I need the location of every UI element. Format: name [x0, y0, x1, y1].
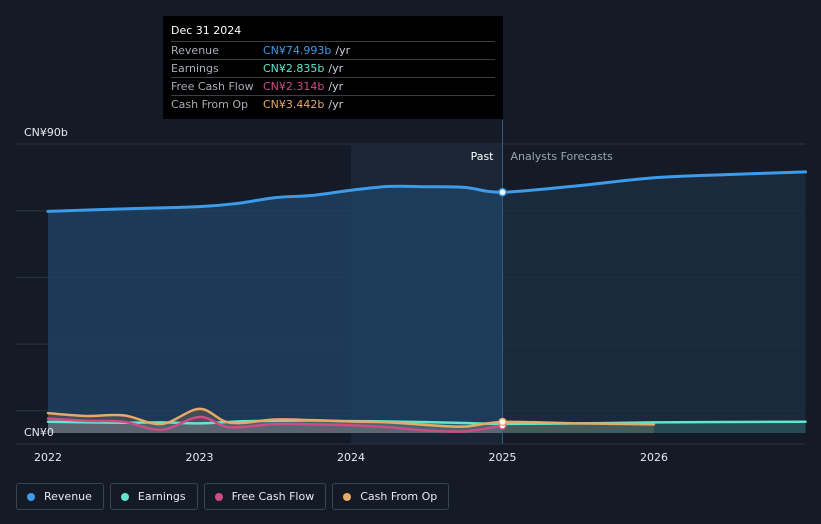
tooltip-date: Dec 31 2024	[171, 23, 495, 42]
tooltip-row-earnings: Earnings CN¥2.835b /yr	[171, 60, 495, 78]
legend: Revenue Earnings Free Cash Flow Cash Fro…	[16, 483, 450, 510]
series-line-revenue	[46, 170, 807, 213]
series-lines	[46, 170, 807, 433]
legend-item-revenue[interactable]: Revenue	[16, 483, 104, 510]
revenue-area	[48, 171, 806, 434]
cash-from-op-dot-icon	[343, 492, 352, 501]
tooltip-row-free-cash-flow: Free Cash Flow CN¥2.314b /yr	[171, 78, 495, 96]
x-tick-label: 2026	[640, 451, 668, 464]
legend-item-earnings[interactable]: Earnings	[109, 483, 198, 510]
legend-label: Free Cash Flow	[231, 490, 315, 503]
tooltip-row-cash-from-op: Cash From Op CN¥3.442b /yr	[171, 96, 495, 113]
axis-labels: CN¥90b CN¥0 2022 2023 2024 2025 2026 Past Analys…	[24, 126, 668, 464]
forecast-label: Analysts Forecasts	[511, 150, 614, 163]
series-line-cash-from-op	[46, 407, 656, 428]
marker-revenue	[498, 187, 507, 197]
tooltip-unit: /yr	[328, 62, 344, 75]
tooltip-value: CN¥2.314b	[263, 80, 325, 93]
tooltip-value: CN¥3.442b	[263, 98, 325, 111]
earnings-dot-icon	[120, 492, 129, 501]
tooltip-label: Earnings	[171, 62, 219, 75]
revenue-area-past	[48, 186, 503, 433]
revenue-dot-icon	[27, 492, 35, 501]
free-cash-flow-dot-icon	[214, 492, 223, 501]
y-axis-bottom-label: CN¥0	[24, 426, 54, 439]
legend-label: Revenue	[44, 490, 92, 503]
x-tick-label: 2025	[489, 451, 517, 464]
legend-label: Earnings	[137, 490, 186, 503]
tooltip-unit: /yr	[328, 98, 344, 111]
tooltip-unit: /yr	[335, 44, 351, 57]
legend-item-cash-from-op[interactable]: Cash From Op	[332, 483, 450, 510]
tooltip-unit: /yr	[328, 80, 344, 93]
series-line-free-cash-flow	[46, 415, 504, 433]
tooltip: Dec 31 2024 Revenue CN¥74.993b /yr Earni…	[163, 16, 503, 119]
tooltip-value: CN¥2.835b	[263, 62, 325, 75]
x-tick-label: 2023	[186, 451, 214, 464]
x-tick-label: 2022	[34, 451, 62, 464]
marker-cash-from-op	[498, 417, 507, 427]
legend-label: Cash From Op	[360, 490, 438, 503]
revenue-area-forecast	[502, 171, 806, 434]
legend-item-free-cash-flow[interactable]: Free Cash Flow	[203, 483, 327, 510]
tooltip-label: Cash From Op	[171, 98, 249, 111]
y-axis-top-label: CN¥90b	[24, 126, 68, 139]
tooltip-label: Free Cash Flow	[171, 80, 254, 93]
x-tick-label: 2024	[337, 451, 365, 464]
tooltip-value: CN¥74.993b	[263, 44, 332, 57]
hover-markers	[498, 187, 507, 430]
past-label: Past	[471, 150, 495, 163]
tooltip-row-revenue: Revenue CN¥74.993b /yr	[171, 42, 495, 60]
tooltip-label: Revenue	[171, 44, 219, 57]
